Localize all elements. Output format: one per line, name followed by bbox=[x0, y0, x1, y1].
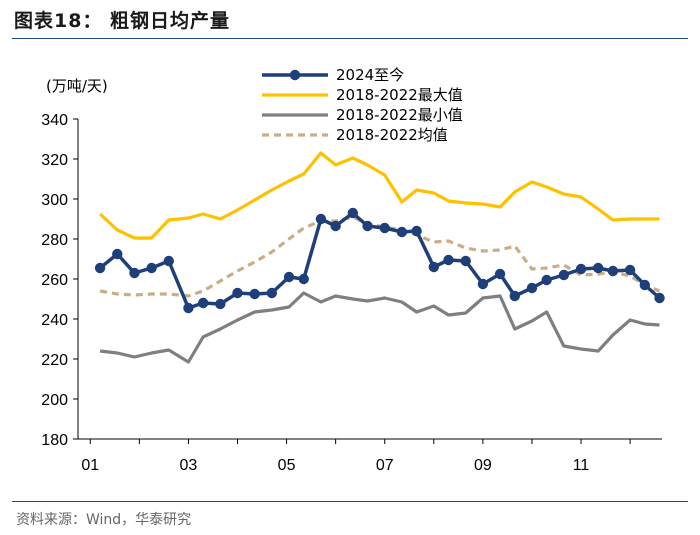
data-point bbox=[146, 262, 157, 274]
y-tick-label: 300 bbox=[41, 192, 68, 209]
data-point bbox=[607, 265, 619, 277]
legend: 2024至今 2018-2022最大值 2018-2022最小值 2018-2022均… bbox=[262, 66, 463, 144]
legend-label-3: 2018-2022均值 bbox=[336, 126, 448, 144]
legend-label-0: 2024至今 bbox=[336, 66, 404, 84]
data-point bbox=[575, 263, 587, 275]
data-point bbox=[624, 264, 636, 276]
data-point bbox=[593, 262, 604, 274]
data-point bbox=[443, 254, 454, 266]
data-point bbox=[396, 226, 408, 238]
data-point bbox=[541, 274, 552, 286]
title-rule bbox=[12, 38, 688, 39]
data-point bbox=[347, 207, 359, 219]
legend-marker bbox=[289, 69, 301, 81]
y-tick-label: 240 bbox=[41, 312, 68, 329]
series-line-2 bbox=[99, 291, 660, 364]
data-point bbox=[330, 220, 341, 232]
y-axis-unit-label: (万吨/天) bbox=[46, 77, 108, 95]
data-point bbox=[494, 268, 506, 280]
data-point bbox=[379, 222, 390, 234]
data-point bbox=[266, 287, 278, 299]
data-point bbox=[526, 282, 538, 294]
y-tick-label: 340 bbox=[41, 112, 68, 129]
data-point bbox=[183, 302, 194, 314]
data-point bbox=[460, 255, 471, 267]
footer-rule bbox=[12, 501, 688, 502]
data-point bbox=[215, 298, 226, 310]
data-point bbox=[411, 225, 422, 237]
figure-title: 图表18： 粗钢日均产量 bbox=[14, 10, 231, 32]
y-tick-label: 320 bbox=[41, 152, 68, 169]
data-point bbox=[428, 261, 439, 273]
x-tick-label: 01 bbox=[81, 457, 99, 474]
series-line-3 bbox=[99, 215, 661, 298]
x-tick-label: 07 bbox=[376, 457, 394, 474]
data-point bbox=[283, 271, 295, 283]
x-tick-label: 11 bbox=[573, 457, 590, 474]
data-point bbox=[654, 292, 665, 304]
y-tick-label: 220 bbox=[41, 352, 68, 369]
legend-label-2: 2018-2022最小值 bbox=[336, 106, 463, 124]
y-tick-label: 180 bbox=[41, 432, 68, 449]
x-tick-label: 05 bbox=[278, 457, 296, 474]
series-line-1 bbox=[99, 151, 660, 240]
data-point bbox=[477, 278, 489, 290]
data-point bbox=[639, 279, 651, 291]
data-point bbox=[249, 288, 260, 300]
x-tick-label: 03 bbox=[180, 457, 198, 474]
x-tick-label: 09 bbox=[474, 457, 492, 474]
y-tick-label: 280 bbox=[41, 232, 68, 249]
data-point bbox=[315, 213, 327, 225]
series-layer bbox=[94, 151, 665, 364]
data-point bbox=[362, 220, 373, 232]
axes: 180 200 220 240 260 280 300 320 340 01 03 05 07 09 11 bbox=[41, 112, 662, 474]
y-tick-label: 260 bbox=[41, 272, 68, 289]
source-note: 资料来源：Wind，华泰研究 bbox=[16, 512, 192, 528]
data-point bbox=[112, 248, 123, 260]
data-point bbox=[129, 267, 140, 279]
legend-label-1: 2018-2022最大值 bbox=[336, 86, 463, 104]
data-point bbox=[197, 297, 209, 309]
data-point bbox=[94, 262, 106, 274]
data-point bbox=[163, 255, 174, 267]
data-point bbox=[298, 273, 309, 285]
y-tick-label: 200 bbox=[41, 392, 68, 409]
data-point bbox=[558, 269, 570, 281]
data-point bbox=[232, 287, 243, 299]
data-point bbox=[509, 290, 520, 302]
